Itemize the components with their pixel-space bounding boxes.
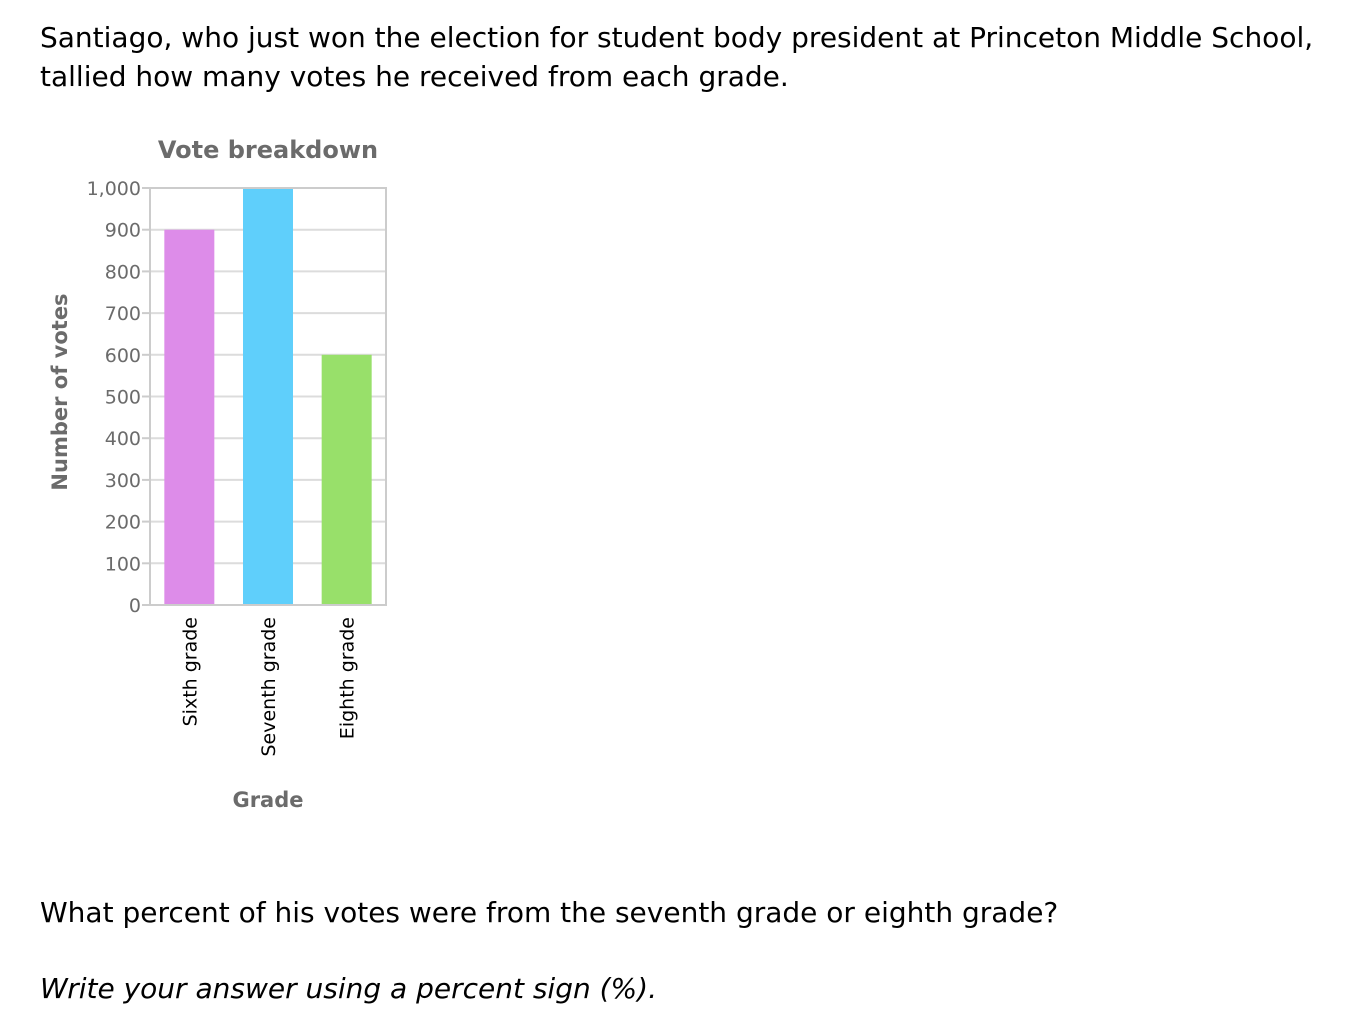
x-tick-label: Sixth grade bbox=[179, 617, 201, 726]
y-tick-label: 700 bbox=[105, 303, 141, 325]
chart-svg: Vote breakdown 0 100 200 300 400 500 600 700 800… bbox=[48, 136, 387, 812]
bar-eighth-grade bbox=[321, 354, 372, 605]
chart-bars bbox=[164, 188, 372, 605]
y-tick-label: 900 bbox=[105, 220, 141, 242]
x-axis-ticks: Sixth grade Seventh grade Eighth grade bbox=[179, 617, 358, 757]
y-tick-label: 500 bbox=[105, 387, 141, 409]
bar-seventh-grade bbox=[243, 188, 293, 605]
vote-breakdown-chart: Vote breakdown 0 100 200 300 400 500 600 700 800… bbox=[0, 120, 480, 840]
y-tick-label: 100 bbox=[105, 553, 141, 575]
y-axis-label: Number of votes bbox=[48, 293, 72, 490]
bar-sixth-grade bbox=[164, 229, 215, 605]
y-axis-ticks: 0 100 200 300 400 500 600 700 800 900 1,000 bbox=[87, 178, 150, 617]
y-tick-label: 600 bbox=[105, 345, 141, 367]
y-tick-label: 300 bbox=[105, 470, 141, 492]
x-axis-label: Grade bbox=[232, 788, 303, 812]
x-tick-label: Eighth grade bbox=[337, 617, 359, 739]
y-tick-label: 0 bbox=[129, 595, 141, 617]
y-tick-label: 800 bbox=[105, 261, 141, 283]
chart-title: Vote breakdown bbox=[158, 136, 378, 164]
instruction-text: Write your answer using a percent sign (… bbox=[40, 972, 657, 1005]
intro-text: Santiago, who just won the election for … bbox=[40, 21, 1314, 93]
x-tick-label: Seventh grade bbox=[258, 617, 280, 757]
y-tick-label: 200 bbox=[105, 512, 141, 534]
y-tick-label: 1,000 bbox=[87, 178, 141, 200]
y-tick-label: 400 bbox=[105, 428, 141, 450]
question-text: What percent of his votes were from the … bbox=[40, 896, 1059, 929]
